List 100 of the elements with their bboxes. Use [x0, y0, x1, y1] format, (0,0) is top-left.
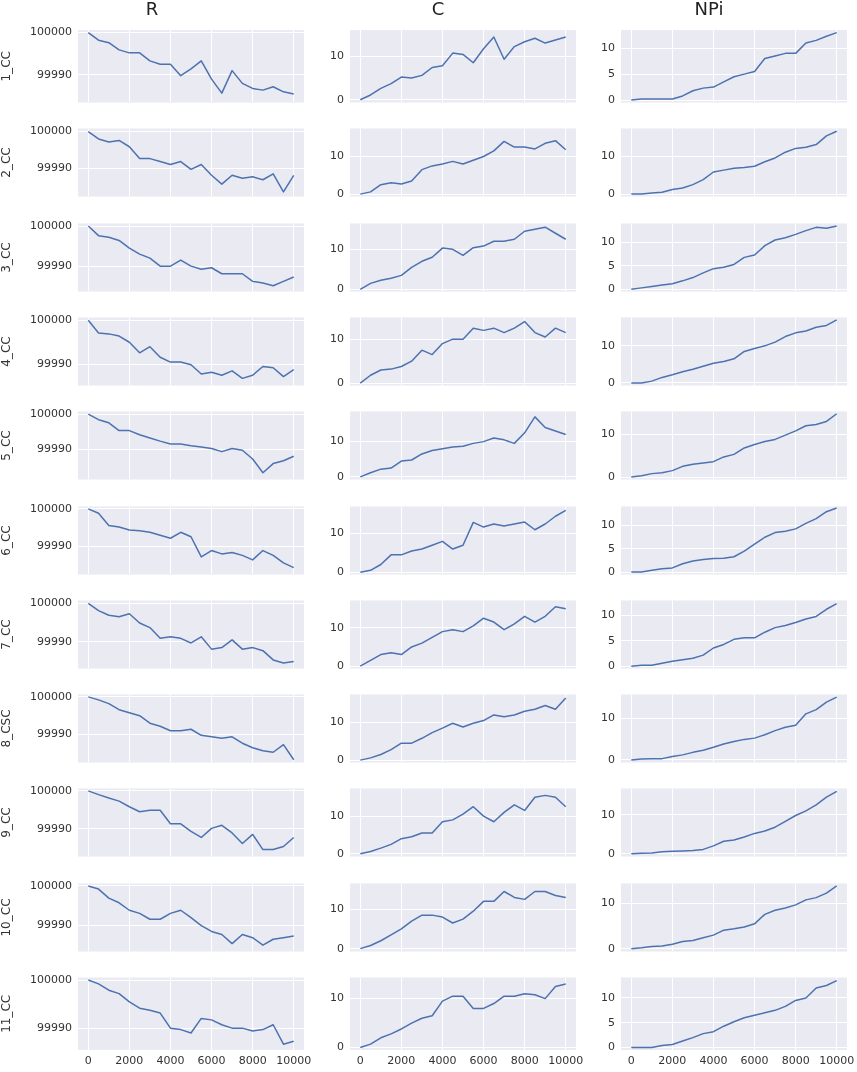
x-tick-label: 2000 [115, 1054, 144, 1068]
x-tick-label: 0 [627, 1054, 635, 1068]
y-tick-label: 0 [337, 658, 344, 672]
y-tick-label: 99990 [37, 727, 72, 741]
y-tick-label: 0 [337, 1040, 344, 1054]
y-tick-label: 0 [608, 659, 615, 673]
y-tick-label: 0 [337, 941, 344, 955]
y-tick-label: 99990 [37, 442, 72, 456]
x-tick-label: 10000 [819, 1054, 855, 1068]
y-tick-label: 5 [608, 541, 615, 555]
y-tick-label: 5 [608, 66, 615, 80]
y-tick-label: 100000 [30, 689, 72, 703]
y-tick-label: 0 [608, 470, 615, 484]
y-tick-label: 0 [608, 752, 615, 766]
y-tick-label: 10 [330, 525, 344, 539]
x-tick-label: 2000 [387, 1054, 416, 1068]
y-tick-label: 100000 [30, 407, 72, 421]
y-tick-label: 10 [601, 149, 615, 163]
y-tick-label: 10 [601, 896, 615, 910]
chart-title: C [431, 0, 445, 20]
y-tick-label: 99990 [37, 538, 72, 552]
y-tick-label: 10 [330, 809, 344, 823]
y-tick-label: 0 [608, 941, 615, 955]
y-axis-title: 9_CC [0, 807, 14, 839]
y-tick-label: 0 [337, 375, 344, 389]
x-tick-label: 8000 [781, 1054, 810, 1068]
y-axis-title: 4_CC [0, 336, 14, 367]
y-axis-title: 6_CC [0, 524, 14, 556]
y-tick-label: 0 [608, 92, 615, 106]
y-tick-label: 10 [601, 608, 615, 622]
y-tick-label: 10 [330, 241, 344, 255]
y-tick-label: 10 [330, 620, 344, 634]
y-tick-label: 5 [608, 1015, 615, 1029]
x-tick-label: 8000 [238, 1054, 267, 1068]
y-axis-title: 11_CC [0, 994, 14, 1033]
chart-title: NPi [694, 0, 724, 20]
y-tick-label: 0 [608, 846, 615, 860]
y-tick-label: 0 [337, 469, 344, 483]
y-tick-label: 0 [608, 1040, 615, 1054]
x-tick-label: 8000 [510, 1054, 539, 1068]
y-tick-label: 99990 [37, 258, 72, 272]
y-tick-label: 10 [601, 41, 615, 55]
y-tick-label: 99990 [37, 1021, 72, 1035]
y-tick-label: 100000 [30, 595, 72, 609]
x-tick-label: 0 [84, 1054, 92, 1068]
y-tick-label: 10 [601, 518, 615, 531]
x-tick-label: 6000 [197, 1054, 226, 1068]
y-tick-label: 99990 [37, 822, 72, 835]
y-tick-label: 10 [330, 149, 344, 163]
y-tick-label: 5 [608, 633, 615, 647]
y-tick-label: 100000 [30, 25, 72, 39]
y-tick-label: 0 [608, 564, 615, 578]
y-axis-title: 1_CC [0, 51, 14, 82]
y-tick-label: 100000 [30, 501, 72, 515]
x-tick-label: 10000 [276, 1054, 312, 1068]
y-tick-label: 10 [330, 715, 344, 729]
x-tick-label: 6000 [469, 1054, 498, 1068]
y-tick-label: 0 [337, 187, 344, 201]
y-axis-title: 2_CC [0, 147, 14, 178]
y-tick-label: 99990 [37, 161, 72, 175]
y-axis-title: 10_CC [0, 898, 14, 937]
y-tick-label: 10 [601, 990, 615, 1004]
y-tick-label: 10 [330, 49, 344, 63]
y-axis-title: 7_CC [0, 619, 14, 650]
y-tick-label: 10 [601, 234, 615, 248]
y-tick-label: 100000 [30, 972, 72, 986]
y-tick-label: 0 [608, 281, 615, 295]
y-tick-label: 0 [337, 564, 344, 578]
y-tick-label: 100000 [30, 124, 72, 138]
y-tick-label: 10 [330, 331, 344, 345]
y-tick-label: 10 [601, 807, 615, 821]
y-tick-label: 99990 [37, 634, 72, 648]
y-tick-label: 10 [601, 710, 615, 724]
x-tick-label: 2000 [658, 1054, 687, 1068]
x-tick-label: 0 [356, 1054, 364, 1068]
y-tick-label: 0 [337, 753, 344, 767]
x-tick-label: 4000 [699, 1054, 728, 1068]
x-tick-label: 6000 [740, 1054, 769, 1068]
y-tick-label: 100000 [30, 312, 72, 326]
y-tick-label: 99990 [37, 357, 72, 371]
y-axis-title: 8_CSC [0, 709, 14, 748]
y-axis-title: 5_CC [0, 430, 14, 461]
y-axis-title: 3_CC [0, 241, 14, 273]
y-tick-label: 100000 [30, 878, 72, 892]
y-tick-label: 0 [337, 847, 344, 861]
y-tick-label: 0 [608, 375, 615, 389]
y-tick-label: 5 [608, 258, 615, 272]
y-tick-label: 0 [337, 281, 344, 295]
y-tick-label: 0 [608, 187, 615, 201]
y-tick-label: 10 [330, 434, 344, 448]
y-tick-label: 10 [330, 901, 344, 915]
x-tick-label: 10000 [548, 1054, 584, 1068]
x-tick-label: 4000 [156, 1054, 185, 1068]
chart-title: R [145, 0, 159, 20]
y-tick-label: 0 [337, 92, 344, 106]
y-tick-label: 100000 [30, 218, 72, 232]
y-tick-label: 10 [601, 427, 615, 441]
y-tick-label: 10 [601, 338, 615, 352]
y-tick-label: 10 [330, 991, 344, 1005]
y-tick-label: 99990 [37, 917, 72, 931]
